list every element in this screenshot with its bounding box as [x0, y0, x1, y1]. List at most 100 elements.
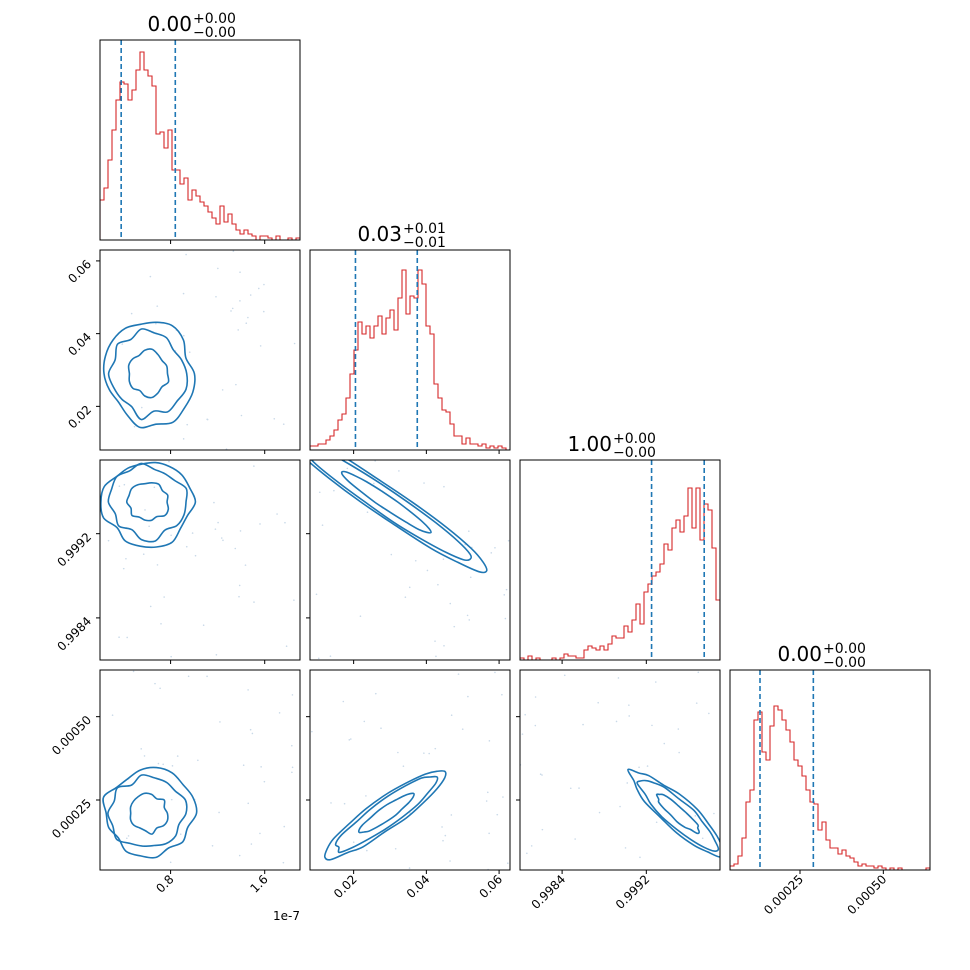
sample-point	[282, 423, 285, 425]
sample-point	[168, 460, 170, 463]
sample-point	[239, 271, 241, 274]
contour-level-0	[125, 481, 170, 522]
sample-point	[126, 636, 128, 639]
sample-point	[342, 700, 345, 703]
sample-point	[453, 625, 456, 628]
sample-point	[282, 861, 285, 864]
x-tick-label: 0.00050	[844, 872, 889, 917]
sample-point	[488, 832, 490, 835]
contour-level-2	[102, 766, 198, 859]
title-value-2: 1.00	[567, 432, 612, 456]
sample-point	[215, 295, 217, 298]
y-tick-label: 0.00025	[49, 796, 94, 841]
sample-point	[170, 798, 173, 801]
sample-point	[235, 383, 237, 386]
sample-point	[293, 599, 295, 601]
contour-panel-1-0	[102, 250, 296, 450]
y-tick-label: 0.06	[65, 257, 94, 286]
sample-point	[628, 704, 630, 706]
sample-point	[318, 491, 321, 494]
sample-point	[185, 253, 187, 256]
sample-point	[259, 832, 261, 835]
sample-point	[170, 534, 172, 537]
x-tick-label: 0.06	[476, 872, 505, 901]
sample-point	[278, 712, 281, 714]
sample-point	[598, 811, 601, 814]
sample-point	[574, 838, 576, 840]
sample-point	[253, 465, 255, 467]
sample-point	[247, 689, 249, 691]
sample-point	[346, 467, 349, 470]
sample-point	[218, 811, 220, 814]
sample-point	[677, 728, 680, 730]
sample-point	[461, 728, 464, 730]
sample-point	[237, 329, 239, 331]
sample-point	[186, 423, 189, 426]
title-plus-1: +0.01	[403, 221, 446, 237]
sample-point	[187, 675, 190, 678]
title-minus-1: −0.01	[403, 235, 446, 251]
sample-point	[156, 305, 159, 307]
sample-point	[365, 795, 367, 797]
sample-point	[291, 766, 294, 769]
sample-point	[504, 617, 507, 620]
contour-panel-3-2	[520, 671, 720, 859]
sample-point	[194, 554, 197, 557]
sample-point	[397, 751, 399, 754]
sample-point	[284, 521, 286, 524]
sample-point	[501, 693, 503, 696]
sample-point	[404, 596, 407, 598]
sample-point	[154, 682, 156, 685]
panel-frame-1-0	[99, 249, 301, 451]
sample-point	[257, 287, 260, 290]
sample-point	[655, 821, 658, 824]
sample-point	[185, 545, 188, 548]
sample-point	[188, 351, 191, 353]
x-tick-label: 0.04	[404, 872, 433, 901]
sample-point	[626, 782, 629, 784]
sample-point	[442, 558, 445, 560]
histogram-1	[310, 269, 510, 450]
sample-point	[311, 730, 313, 733]
sample-point	[496, 813, 499, 816]
contour-level-2	[102, 321, 196, 429]
sample-point	[111, 714, 114, 716]
sample-point	[646, 765, 649, 767]
sample-point	[468, 619, 471, 621]
sample-point	[563, 674, 566, 677]
sample-point	[149, 605, 152, 608]
sample-point	[444, 834, 447, 837]
sample-point	[285, 645, 288, 648]
sample-point	[118, 485, 121, 487]
sample-point	[153, 486, 156, 489]
panel-frame-0-0	[99, 39, 301, 241]
sample-point	[220, 537, 223, 539]
sample-point	[317, 657, 320, 660]
sample-point	[450, 814, 453, 816]
sample-point	[457, 673, 460, 675]
sample-point	[408, 586, 411, 589]
sample-point	[701, 837, 704, 840]
sample-point	[506, 862, 509, 865]
sample-point	[249, 294, 252, 296]
y-tick-label: 0.04	[65, 330, 94, 359]
contour-panel-2-0	[100, 460, 295, 658]
sample-point	[350, 738, 352, 740]
sample-point	[402, 765, 405, 768]
sample-point	[423, 482, 425, 484]
sample-point	[253, 601, 255, 603]
contour-level-1	[107, 328, 189, 421]
sample-point	[366, 511, 369, 513]
panel-frame-1-1	[309, 249, 511, 451]
sample-point	[179, 833, 182, 836]
sample-point	[428, 752, 430, 755]
sample-point	[123, 483, 126, 486]
title-value-3: 0.00	[777, 642, 822, 666]
sample-point	[140, 748, 143, 750]
panel-frame-3-1	[309, 669, 511, 871]
sample-point	[374, 692, 377, 695]
sample-point	[485, 800, 488, 802]
panel-frame-2-2	[519, 459, 721, 661]
contour-level-0	[127, 348, 170, 399]
